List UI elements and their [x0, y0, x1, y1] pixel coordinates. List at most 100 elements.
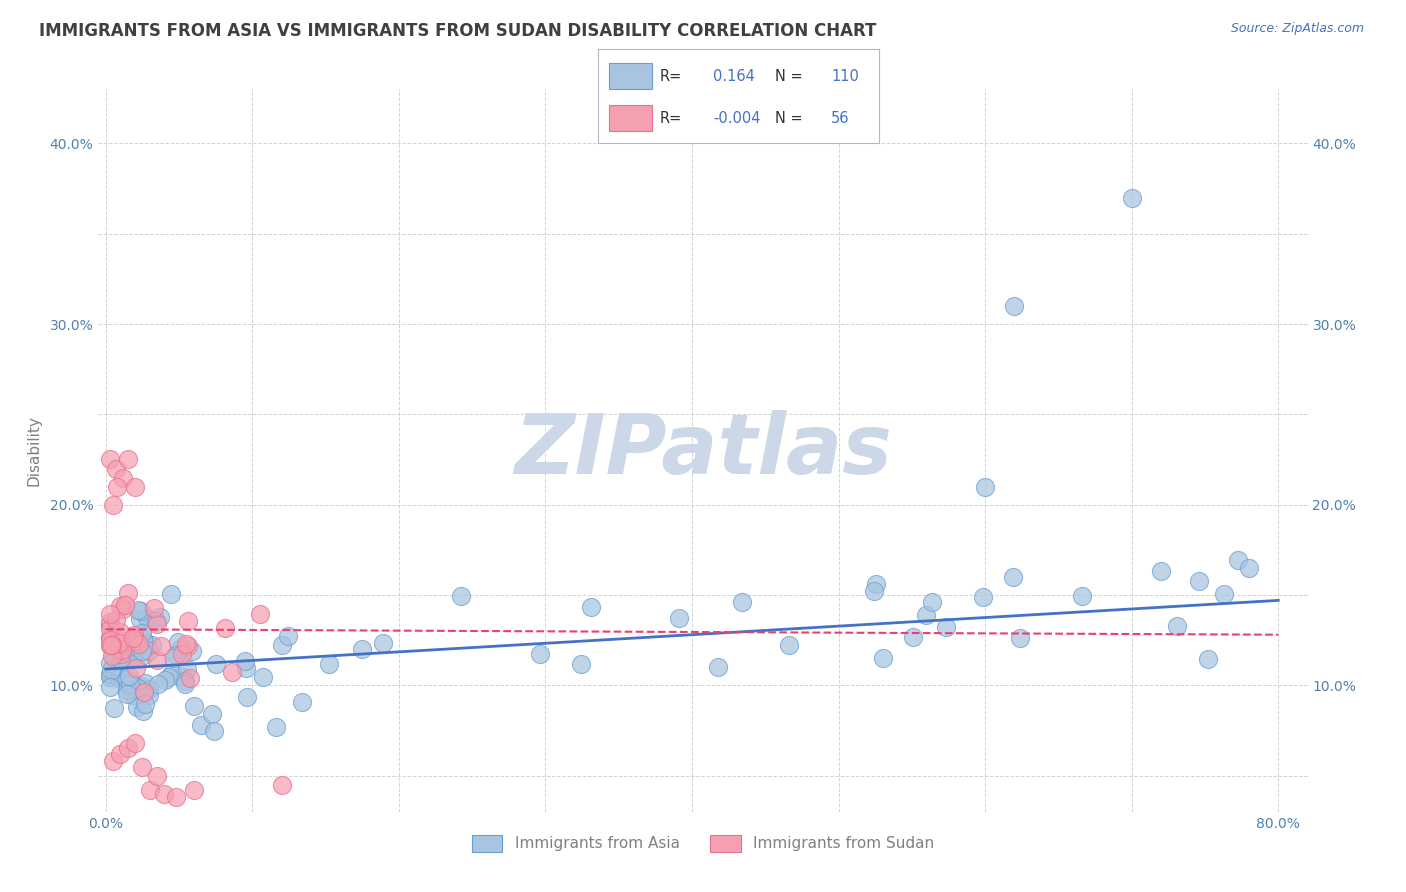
Point: [98, 667, 121, 681]
Point: [98, 618, 121, 632]
Point: [101, 648, 124, 663]
Point: [972, 590, 994, 604]
Point: [127, 603, 149, 617]
Point: [174, 677, 197, 691]
Point: [98, 680, 121, 694]
Point: [124, 480, 146, 494]
Point: [668, 611, 690, 625]
Point: [117, 586, 139, 600]
Point: [148, 677, 170, 691]
Point: [935, 620, 957, 634]
Text: 110: 110: [831, 69, 859, 84]
Point: [110, 647, 132, 661]
Point: [235, 690, 257, 705]
Point: [190, 718, 212, 732]
Point: [153, 673, 176, 687]
Point: [1213, 587, 1236, 601]
Point: [132, 704, 155, 718]
Point: [122, 650, 145, 665]
Point: [122, 689, 145, 703]
Point: [98, 632, 121, 647]
Point: [114, 598, 136, 612]
Point: [114, 655, 136, 669]
Point: [100, 670, 122, 684]
Point: [111, 642, 134, 657]
Point: [1002, 570, 1025, 584]
Point: [138, 688, 160, 702]
Point: [174, 674, 197, 689]
Point: [167, 635, 190, 649]
Point: [170, 669, 193, 683]
Point: [179, 671, 201, 685]
Point: [98, 615, 121, 629]
Point: [221, 665, 243, 679]
Point: [107, 636, 129, 650]
Point: [108, 639, 131, 653]
Point: [872, 650, 894, 665]
Point: [233, 654, 256, 668]
Point: [98, 656, 121, 670]
Point: [205, 657, 228, 672]
Point: [162, 666, 184, 681]
Point: [177, 639, 200, 653]
Point: [103, 663, 125, 677]
Point: [180, 644, 202, 658]
Point: [107, 480, 129, 494]
Legend: Immigrants from Asia, Immigrants from Sudan: Immigrants from Asia, Immigrants from Su…: [465, 829, 941, 858]
Text: IMMIGRANTS FROM ASIA VS IMMIGRANTS FROM SUDAN DISABILITY CORRELATION CHART: IMMIGRANTS FROM ASIA VS IMMIGRANTS FROM …: [39, 22, 877, 40]
Point: [122, 632, 145, 646]
Point: [110, 632, 132, 647]
Point: [117, 672, 139, 686]
Point: [141, 638, 163, 652]
Point: [865, 576, 887, 591]
Point: [125, 700, 148, 714]
Point: [129, 604, 152, 618]
Text: 0.164: 0.164: [713, 69, 755, 84]
Point: [1227, 553, 1250, 567]
Point: [143, 601, 166, 615]
Point: [145, 614, 167, 628]
Point: [1004, 299, 1026, 313]
Y-axis label: Disability: Disability: [27, 415, 41, 486]
Point: [165, 790, 187, 805]
Text: ZIPatlas: ZIPatlas: [515, 410, 891, 491]
Point: [1188, 574, 1211, 588]
Point: [120, 677, 142, 691]
Point: [112, 470, 135, 484]
Point: [172, 648, 194, 662]
Point: [138, 682, 160, 697]
Point: [1070, 589, 1092, 603]
Point: [117, 741, 139, 756]
Point: [146, 617, 169, 632]
Point: [162, 651, 184, 665]
Point: [128, 636, 150, 650]
Point: [110, 599, 132, 613]
Point: [134, 675, 156, 690]
Point: [862, 584, 884, 599]
Point: [122, 639, 145, 653]
Point: [249, 607, 271, 621]
Text: R=: R=: [659, 69, 682, 84]
Point: [153, 787, 176, 801]
Point: [371, 636, 394, 650]
Point: [98, 631, 121, 645]
Point: [318, 657, 340, 671]
Point: [915, 608, 938, 623]
Point: [120, 675, 142, 690]
Point: [103, 700, 125, 714]
Point: [100, 663, 122, 677]
Point: [149, 640, 172, 654]
Point: [124, 628, 146, 642]
Point: [98, 623, 121, 637]
Point: [579, 600, 602, 615]
Point: [100, 638, 122, 652]
Point: [101, 754, 124, 768]
Text: -0.004: -0.004: [713, 111, 761, 126]
Point: [1150, 565, 1173, 579]
Point: [138, 644, 160, 658]
Point: [174, 637, 197, 651]
Point: [352, 641, 374, 656]
Point: [101, 498, 124, 512]
Point: [778, 639, 800, 653]
Point: [165, 648, 187, 663]
